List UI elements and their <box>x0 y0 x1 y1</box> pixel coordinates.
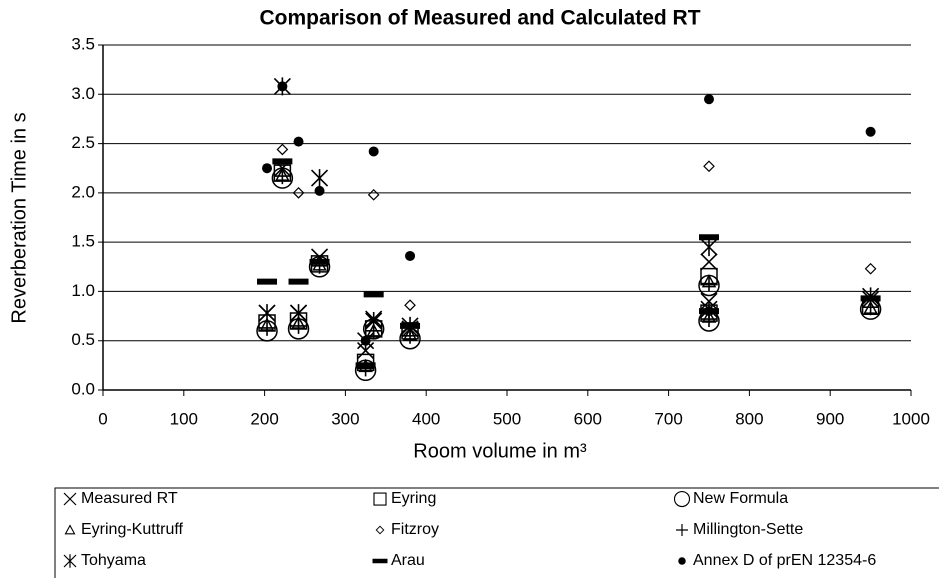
y-tick-label: 3.0 <box>71 84 95 103</box>
legend-marker <box>375 525 385 535</box>
legend-marker <box>373 492 387 506</box>
y-tick-label: 2.5 <box>71 133 95 152</box>
point <box>310 169 329 188</box>
point <box>292 187 305 199</box>
legend-marker <box>678 557 686 565</box>
x-tick-label: 700 <box>654 409 682 428</box>
x-tick-label: 600 <box>574 409 602 428</box>
point <box>288 278 309 285</box>
point <box>276 143 289 156</box>
point <box>258 304 276 323</box>
point <box>289 304 308 323</box>
x-tick-label: 1000 <box>892 409 930 428</box>
y-axis-label: Reverberation Time in s <box>8 112 30 323</box>
x-axis-label: Room volume in m³ <box>413 440 587 462</box>
point <box>309 258 330 265</box>
point <box>287 318 310 340</box>
point <box>259 319 276 336</box>
point <box>400 322 421 329</box>
point <box>704 94 714 105</box>
point <box>314 185 325 196</box>
x-tick-label: 0 <box>98 409 107 428</box>
legend-marker <box>63 554 77 568</box>
point <box>367 188 380 201</box>
legend-label: Eyring <box>391 490 436 507</box>
point <box>354 359 377 382</box>
x-tick-label: 800 <box>735 409 763 428</box>
legend-marker <box>372 558 388 564</box>
legend-label: Measured RT <box>81 490 178 507</box>
point <box>257 278 278 285</box>
legend-label: Fitzroy <box>391 521 439 538</box>
point <box>404 299 416 312</box>
point <box>308 256 331 278</box>
y-tick-label: 0.5 <box>71 330 95 349</box>
y-tick-label: 1.5 <box>71 232 95 251</box>
legend-label: Eyring-Kuttruff <box>81 521 184 538</box>
point <box>271 167 294 189</box>
legend-marker <box>673 491 691 507</box>
point <box>277 81 288 92</box>
point <box>355 362 376 369</box>
point <box>360 335 371 346</box>
y-tick-label: 1.0 <box>71 281 95 300</box>
legend-label: New Formula <box>693 490 788 507</box>
x-tick-label: 900 <box>816 409 844 428</box>
point <box>860 295 881 302</box>
point <box>701 275 717 292</box>
point <box>293 136 304 147</box>
legend-box <box>54 487 939 578</box>
legend-label: Annex D of prEN 12354-6 <box>693 552 876 569</box>
legend-label: Arau <box>391 552 425 569</box>
point <box>704 306 714 317</box>
chart-title: Comparison of Measured and Calculated RT <box>259 7 700 30</box>
point <box>864 262 877 275</box>
point <box>700 253 718 271</box>
y-tick-label: 2.0 <box>71 182 95 201</box>
point <box>368 146 379 157</box>
point <box>698 274 720 297</box>
legend-label: Millington-Sette <box>693 521 803 538</box>
point <box>272 158 293 165</box>
legend-marker <box>63 492 77 506</box>
point <box>703 160 715 173</box>
point <box>865 126 876 137</box>
point <box>405 250 416 261</box>
point <box>365 312 383 330</box>
legend-marker <box>64 524 76 535</box>
x-tick-label: 500 <box>493 409 521 428</box>
point <box>699 234 719 241</box>
y-tick-label: 0.0 <box>71 379 95 398</box>
x-tick-label: 200 <box>250 409 278 428</box>
legend-label: Tohyama <box>81 552 146 569</box>
y-tick-label: 3.5 <box>71 34 95 53</box>
point <box>262 163 273 174</box>
x-tick-label: 300 <box>331 409 359 428</box>
point <box>363 291 384 298</box>
point <box>256 320 278 342</box>
x-tick-label: 100 <box>170 409 198 428</box>
legend-marker <box>676 524 688 536</box>
x-tick-label: 400 <box>412 409 440 428</box>
point <box>700 238 718 257</box>
point <box>274 168 291 185</box>
